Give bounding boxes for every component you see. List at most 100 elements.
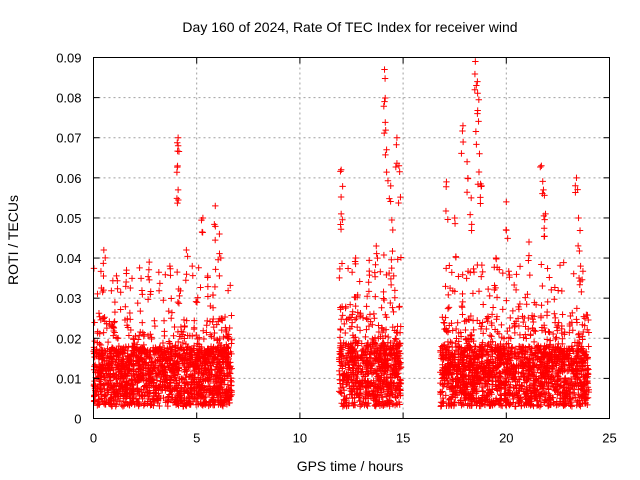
data-point [212,385,219,392]
data-point [148,335,155,343]
data-point [167,383,174,391]
data-point [160,317,168,324]
data-point [198,343,205,351]
data-point [162,399,170,406]
data-point [129,343,136,350]
data-point [157,371,165,379]
data-point [161,363,168,371]
data-point [226,364,234,371]
data-point [116,397,123,405]
data-point [209,359,216,366]
data-point [571,389,578,397]
data-point [210,401,217,409]
data-point [174,199,181,207]
data-point [541,225,548,232]
data-point [219,376,226,383]
data-point [180,316,188,324]
data-point [123,266,130,274]
data-point [350,334,358,341]
data-point [445,304,453,311]
data-point [474,78,481,85]
data-point [175,300,183,307]
data-point [148,368,156,375]
data-point [203,399,210,407]
data-point [110,319,118,326]
data-point [475,168,483,176]
data-point [370,310,378,318]
data-point [226,399,233,407]
data-point [199,402,207,409]
data-point [381,75,389,82]
data-point [540,186,547,194]
data-point [127,284,134,292]
data-point [213,356,220,363]
data-point [172,361,180,369]
data-point [110,397,117,404]
data-point [525,257,532,264]
data-point [352,302,359,310]
data-point [112,334,120,341]
data-point [98,361,106,368]
data-point [127,326,135,334]
data-point [128,275,136,282]
data-point [363,315,370,322]
data-point [217,378,225,385]
data-point [181,335,188,342]
data-point [529,315,536,323]
data-point [171,372,178,379]
data-point [110,352,118,360]
data-point [474,90,481,97]
data-point [390,308,397,316]
data-point [91,377,98,385]
data-point [356,278,363,285]
data-point [195,334,203,341]
data-point [115,342,123,350]
data-point [216,272,223,280]
data-point [391,294,399,301]
data-point [465,316,473,323]
data-point [337,325,344,333]
data-point [442,207,450,215]
data-point [211,283,219,291]
data-point [168,344,176,352]
data-point [337,351,344,358]
data-point [174,134,182,141]
data-point [145,371,153,379]
data-point [166,340,174,347]
data-point [155,287,163,294]
data-point [228,336,235,343]
data-point [143,359,150,367]
data-point [193,383,200,390]
data-point [165,348,172,355]
data-point [114,391,121,398]
data-point [175,196,182,204]
data-point [382,119,389,126]
data-point [191,363,199,370]
data-point [174,142,182,149]
data-point [493,294,501,301]
data-point [380,251,388,259]
data-point [207,302,214,310]
data-point [511,323,518,331]
data-point [148,377,155,385]
x-tick-label: 5 [193,431,200,446]
data-point [466,211,474,218]
data-point [215,384,222,392]
data-point [366,311,374,318]
data-point [127,316,134,323]
data-point [184,343,192,351]
data-point [151,322,159,330]
data-point [222,396,230,403]
data-point [186,362,194,369]
data-point [163,372,171,379]
data-point [377,268,384,275]
data-point [91,353,98,361]
data-point [337,210,345,218]
data-point [146,353,153,361]
data-point [468,227,475,234]
data-point [371,315,378,322]
data-point [169,362,177,369]
data-point [140,346,148,353]
data-point [122,278,130,286]
data-point [448,269,455,276]
